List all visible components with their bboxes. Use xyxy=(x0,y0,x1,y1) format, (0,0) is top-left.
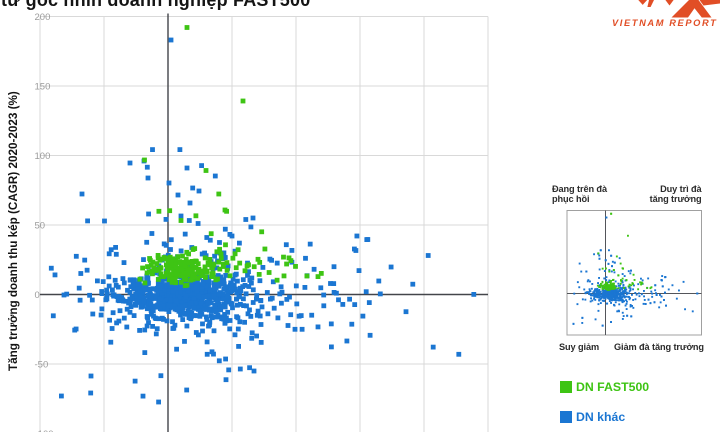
svg-text:Tăng trưởng doanh thu kép (CAG: Tăng trưởng doanh thu kép (CAGR) 2020-20… xyxy=(7,91,20,371)
svg-text:-100: -100 xyxy=(35,429,54,432)
svg-text:-50: -50 xyxy=(35,359,49,370)
svg-text:50: 50 xyxy=(35,220,46,231)
svg-text:100: 100 xyxy=(35,151,51,162)
svg-text:150: 150 xyxy=(35,81,51,92)
svg-text:200: 200 xyxy=(35,12,51,23)
svg-text:0: 0 xyxy=(35,290,40,301)
